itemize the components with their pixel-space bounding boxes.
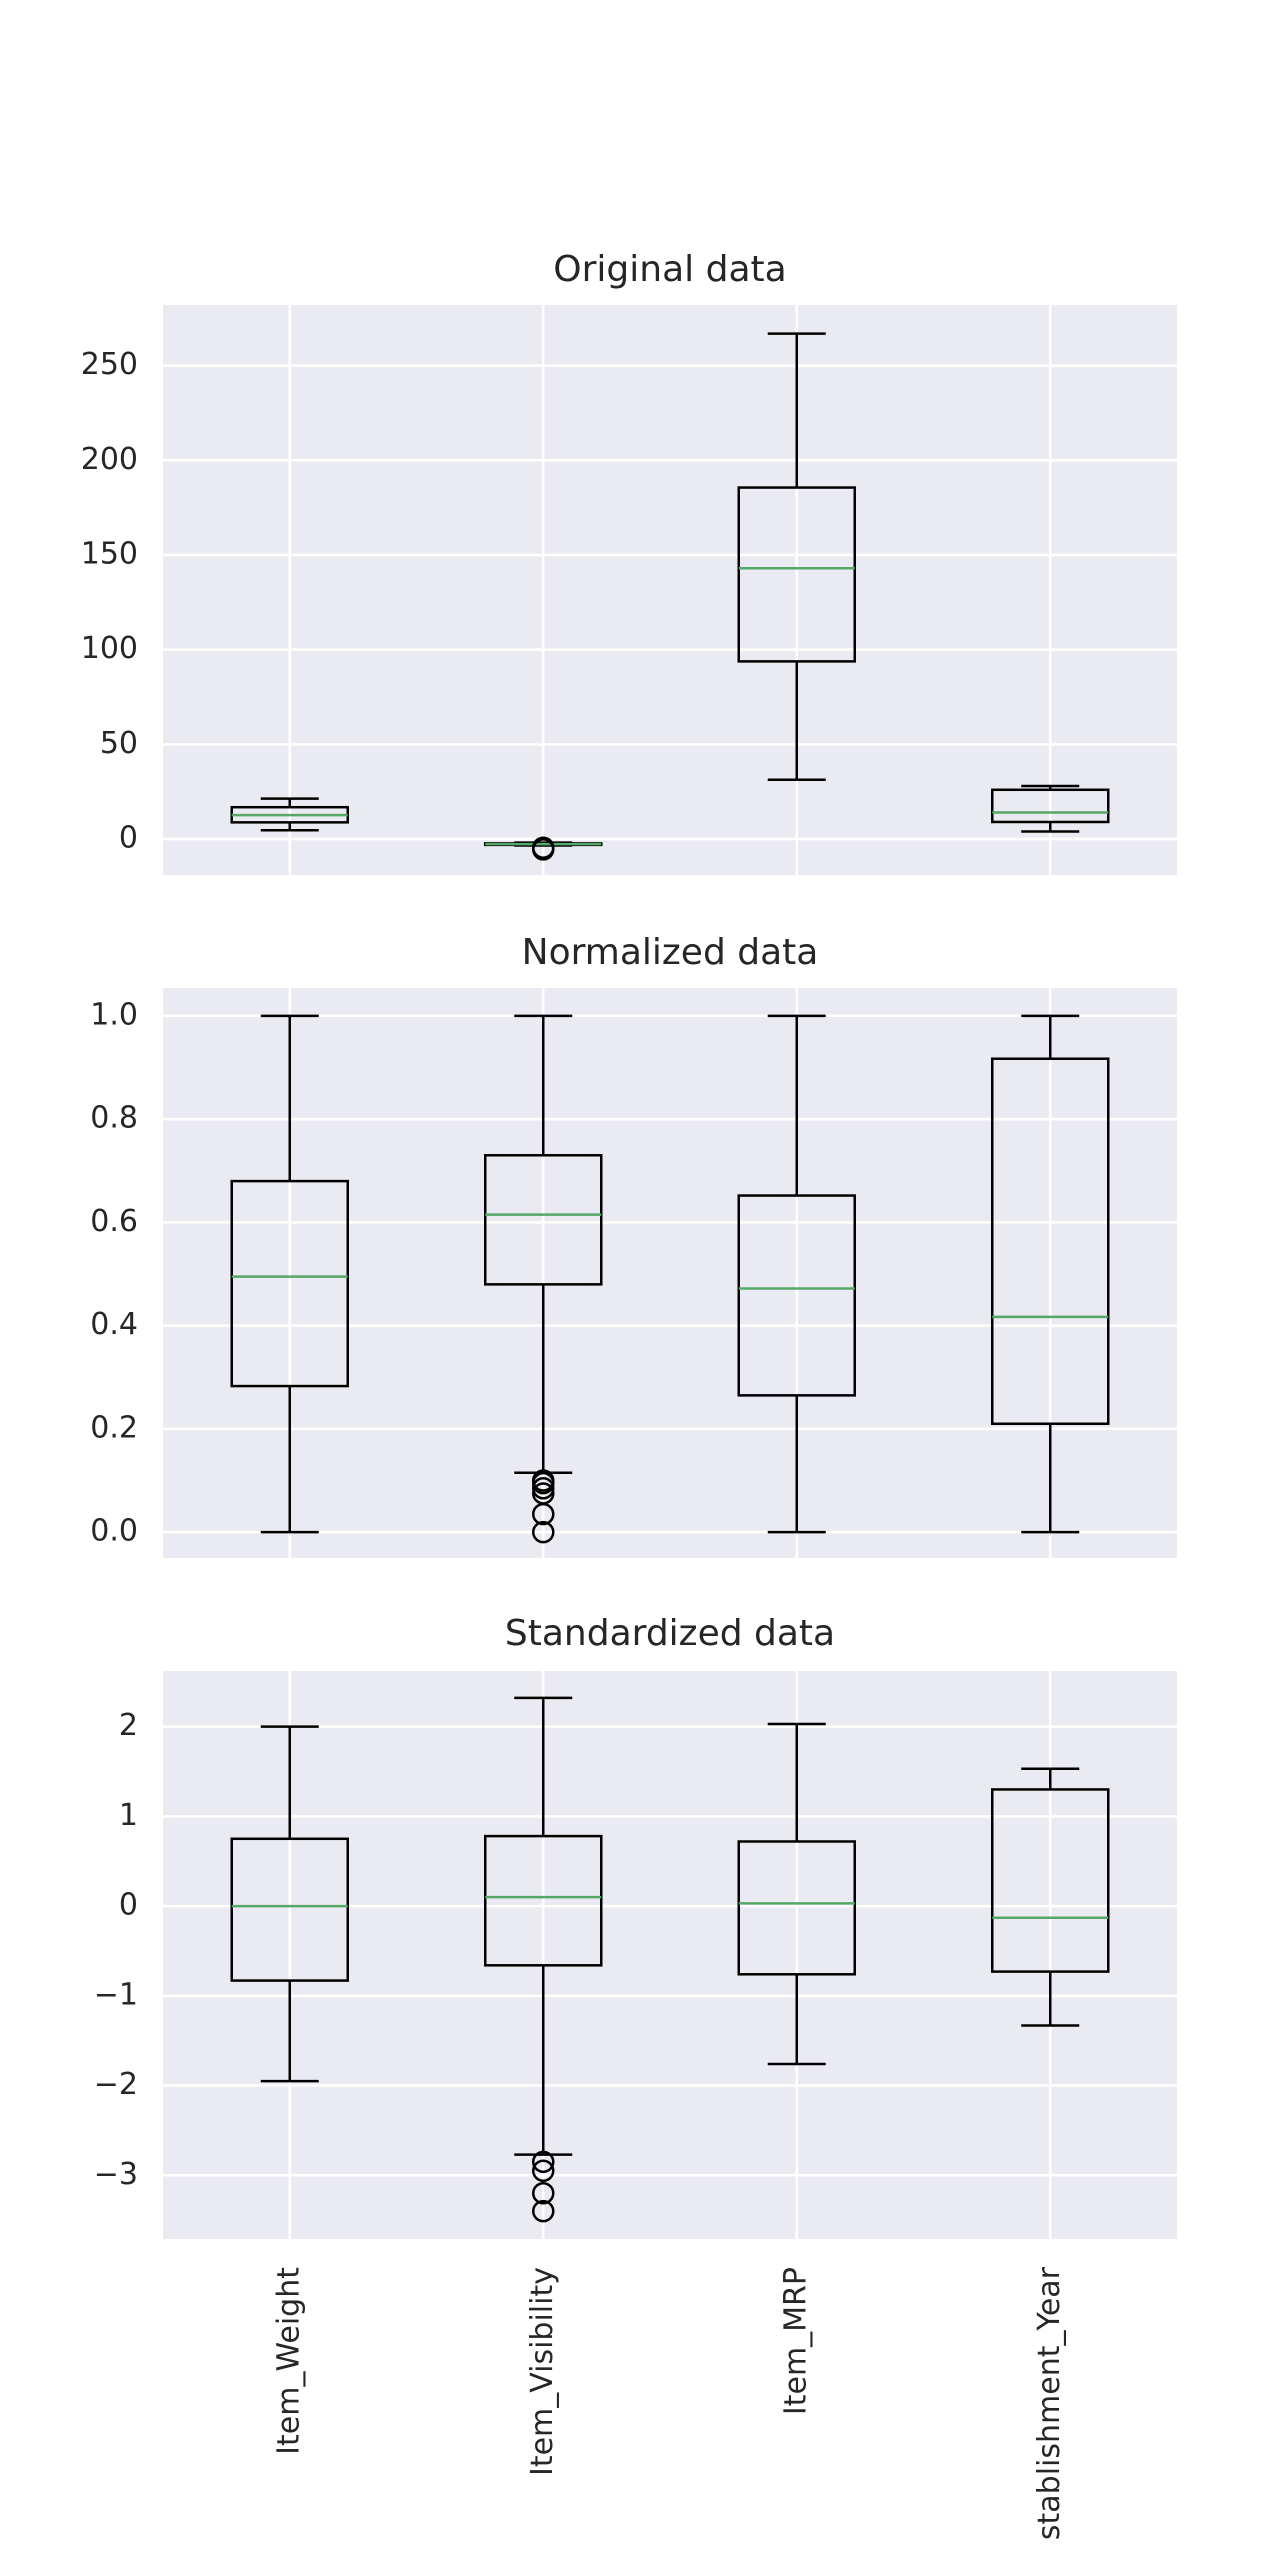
outlier [532, 1482, 555, 1505]
y-tick-label: 2 [119, 1708, 138, 1743]
y-tick-label: 0 [119, 821, 138, 856]
y-tick-label: 0.6 [90, 1204, 138, 1239]
box [991, 788, 1110, 824]
y-tick-label: −1 [94, 1977, 138, 2012]
chart-title: Standardized data [505, 1613, 835, 1654]
plot-background [163, 988, 1177, 1558]
box [230, 1837, 349, 1982]
x-tick-label: Item_Visibility [525, 2267, 560, 2476]
y-tick-label: −3 [94, 2157, 138, 2192]
x-tick-label: Item_Weight [271, 2267, 306, 2455]
y-tick-label: 1.0 [90, 997, 138, 1032]
outlier [532, 2150, 555, 2174]
x-tick-label: stablishment_Year [1032, 2266, 1067, 2540]
plot-background [163, 305, 1177, 875]
box [230, 1179, 349, 1388]
chart-title: Normalized data [522, 932, 819, 973]
outlier [532, 2199, 555, 2223]
box [484, 1834, 603, 1967]
outlier [532, 1469, 555, 1492]
outlier [532, 1477, 555, 1500]
y-tick-label: 0.2 [90, 1410, 138, 1445]
outlier [532, 2181, 555, 2205]
y-tick-label: −2 [94, 2067, 138, 2102]
box [991, 1788, 1110, 1973]
y-tick-label: 0.4 [90, 1307, 138, 1342]
outlier [532, 836, 555, 859]
y-tick-label: 250 [81, 347, 138, 382]
box [737, 1840, 856, 1976]
y-tick-label: 200 [81, 442, 138, 477]
outlier [532, 2159, 555, 2183]
outlier [532, 1520, 555, 1544]
x-tick-label: Item_MRP [778, 2267, 813, 2415]
box [737, 486, 856, 663]
box [991, 1057, 1110, 1426]
y-tick-label: 150 [81, 536, 138, 571]
chart-title: Original data [553, 249, 786, 290]
plot-background [163, 1671, 1177, 2239]
box [484, 1154, 603, 1286]
y-tick-label: 0.8 [90, 1101, 138, 1136]
y-tick-label: 100 [81, 631, 138, 666]
y-tick-label: 0 [119, 1888, 138, 1923]
box [737, 1194, 856, 1397]
y-tick-label: 50 [100, 726, 138, 761]
y-tick-label: 1 [119, 1798, 138, 1833]
y-tick-label: 0.0 [90, 1514, 138, 1549]
